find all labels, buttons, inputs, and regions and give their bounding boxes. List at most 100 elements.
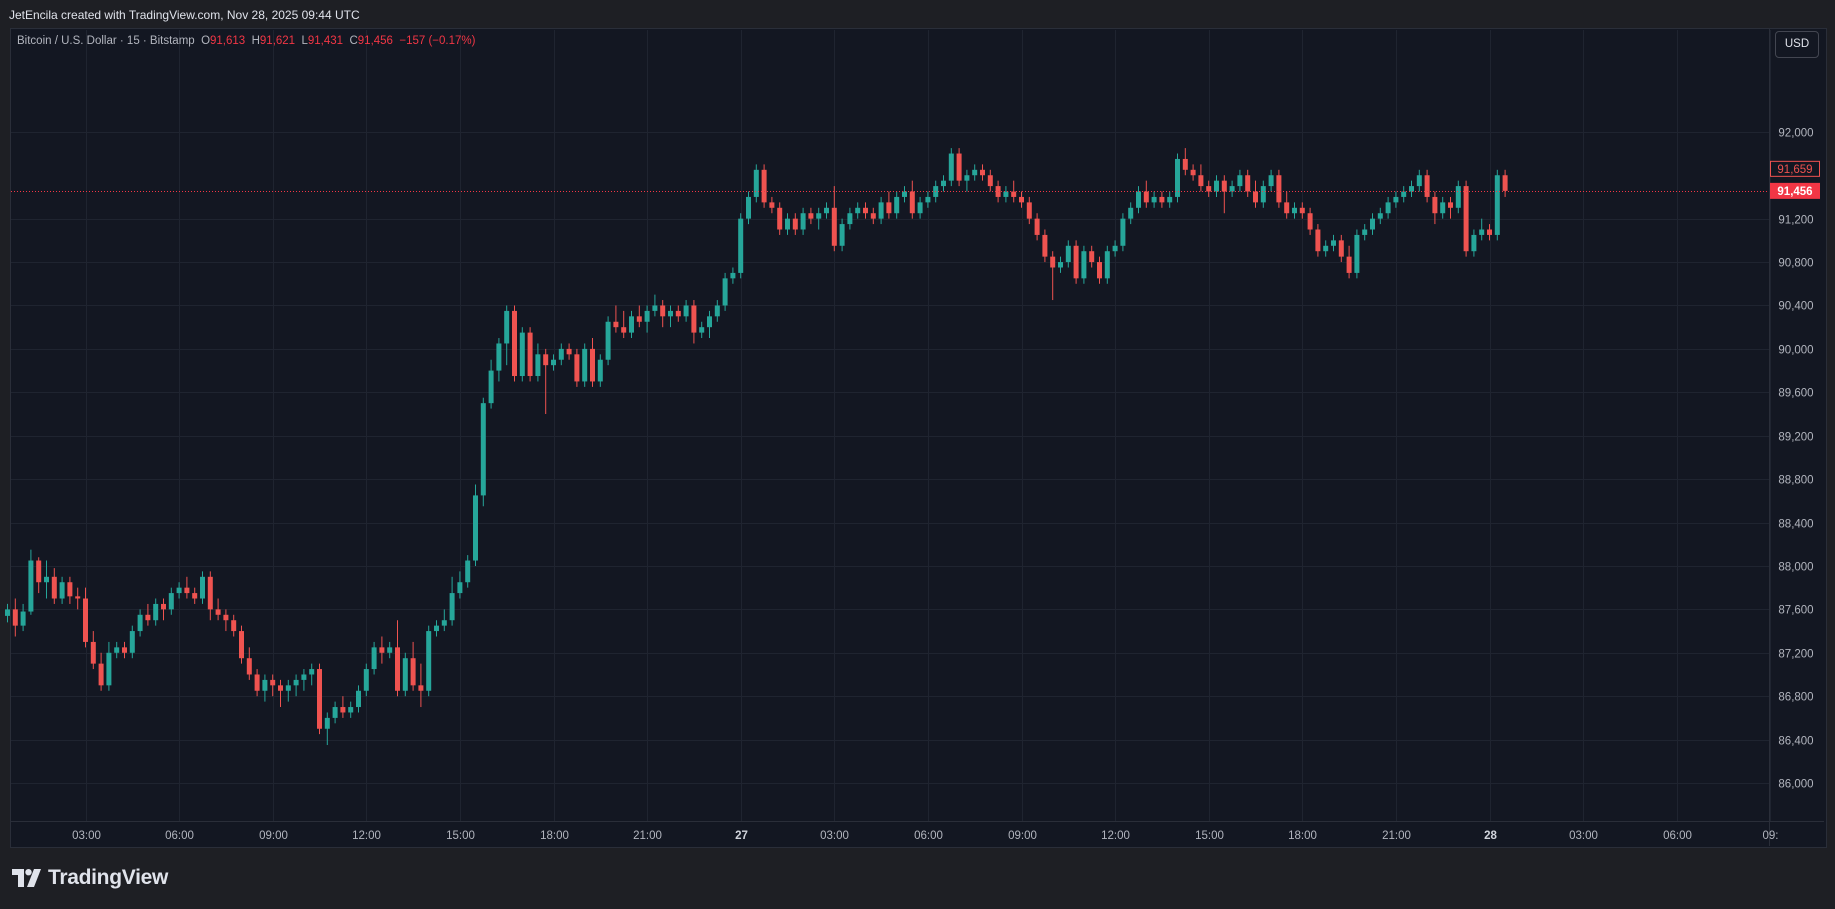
candle — [387, 641, 393, 659]
candle-body — [566, 348, 572, 355]
candle-body — [1221, 180, 1227, 192]
x-tick-label: 21:00 — [1382, 830, 1411, 842]
y-tick-label: 86,800 — [1778, 692, 1813, 704]
candle — [761, 164, 767, 208]
candle-body — [1471, 234, 1477, 252]
candle-body — [894, 196, 900, 214]
candle — [1081, 245, 1087, 284]
candle — [457, 571, 463, 599]
candle — [145, 603, 151, 626]
candle-body — [1229, 186, 1235, 192]
candle-body — [746, 196, 751, 219]
candle — [1440, 196, 1446, 219]
symbol-label[interactable]: Bitcoin / U.S. Dollar · 15 · Bitstamp — [17, 35, 195, 47]
y-tick-label: 90,800 — [1778, 258, 1813, 270]
candle — [1362, 224, 1368, 241]
candle — [644, 305, 650, 333]
candle — [449, 576, 455, 626]
candles — [5, 148, 1508, 746]
candle — [1128, 202, 1134, 225]
candle-body — [800, 213, 806, 230]
candle-body — [1455, 186, 1461, 208]
candle-body — [886, 202, 892, 214]
candle-body — [1245, 175, 1251, 192]
tradingview-brand[interactable]: TradingView — [12, 866, 168, 890]
credit-text: JetEncila created with TradingView.com, … — [9, 8, 360, 22]
candle-body — [1026, 202, 1032, 219]
candle — [956, 148, 962, 187]
candle-body — [878, 202, 884, 219]
candle-body — [917, 202, 923, 214]
candle-body — [90, 641, 96, 664]
candle — [707, 310, 712, 339]
candle — [1424, 169, 1430, 203]
candle — [1050, 251, 1056, 301]
candle — [1073, 240, 1079, 284]
candle-body — [699, 327, 705, 333]
candle — [1042, 229, 1048, 263]
candle — [738, 213, 744, 279]
candle — [254, 669, 260, 697]
candle — [777, 202, 783, 235]
close-value: 91,456 — [357, 35, 393, 47]
candle-body — [1487, 229, 1492, 235]
candle — [426, 625, 432, 697]
candle-body — [1393, 196, 1399, 203]
candle-body — [176, 587, 182, 594]
candle-body — [371, 647, 377, 670]
candle — [301, 669, 307, 691]
candle — [1034, 213, 1040, 241]
candle — [1502, 169, 1508, 197]
candle-body — [691, 305, 697, 333]
candle-body — [1362, 229, 1368, 235]
candle-body — [137, 614, 143, 632]
candle — [1284, 191, 1290, 219]
candle — [1338, 234, 1344, 263]
candle-body — [831, 207, 837, 246]
candle — [1487, 224, 1492, 241]
chart-panel[interactable] — [10, 28, 1827, 848]
candle — [1346, 245, 1352, 279]
candle-body — [519, 332, 525, 377]
candle-body — [1128, 207, 1134, 219]
candle-body — [792, 218, 798, 230]
price-axis[interactable]: 86,000 86,400 86,800 87,200 87,600 88,000 88,4… — [1778, 128, 1813, 791]
candle-body — [644, 310, 650, 322]
candle — [746, 191, 751, 225]
candle — [363, 663, 369, 697]
candle-body — [987, 175, 993, 187]
candle — [1370, 213, 1375, 235]
candle-body — [184, 587, 190, 594]
candle — [605, 316, 611, 366]
candle-body — [356, 690, 361, 708]
candle-body — [504, 310, 510, 344]
candle-body — [558, 348, 564, 360]
candle-body — [597, 359, 603, 382]
candle — [239, 625, 244, 664]
candle — [309, 663, 315, 686]
candle-body — [1292, 207, 1297, 214]
candle-body — [1338, 240, 1344, 257]
candle-body — [5, 609, 10, 616]
candle-body — [909, 191, 915, 214]
candle-body — [254, 674, 260, 691]
x-tick-label: 03:00 — [72, 830, 101, 842]
candle — [270, 674, 276, 697]
candle — [1019, 191, 1024, 208]
candle — [1089, 245, 1095, 268]
currency-button[interactable]: USD — [1775, 31, 1819, 58]
candle — [863, 202, 868, 219]
y-tick-label: 86,000 — [1778, 779, 1813, 791]
candle-body — [738, 218, 744, 273]
candle-body — [1089, 251, 1095, 263]
x-tick-label: 06:00 — [165, 830, 194, 842]
candle-body — [1284, 202, 1290, 214]
candle — [434, 620, 439, 637]
candle — [207, 571, 213, 621]
time-axis[interactable]: 03:00 06:00 09:00 12:00 15:00 18:00 21:00 27 03:… — [72, 830, 1778, 842]
candle — [590, 338, 595, 387]
candle — [753, 164, 759, 203]
candle — [816, 207, 822, 230]
y-tick-label: 90,000 — [1778, 345, 1813, 357]
